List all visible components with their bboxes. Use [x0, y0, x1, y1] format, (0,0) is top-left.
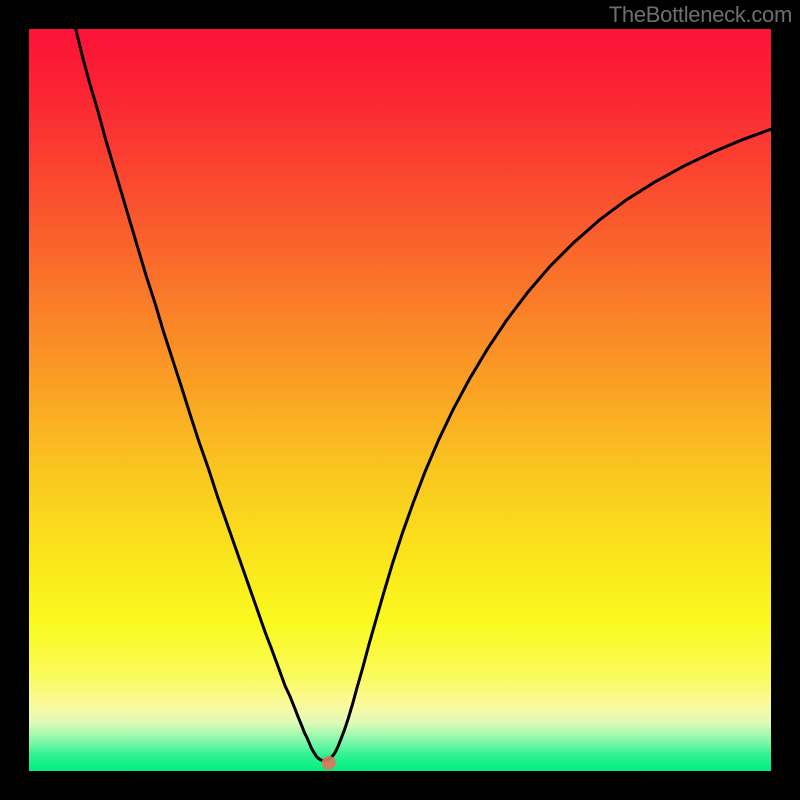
- chart-container: TheBottleneck.com: [0, 0, 800, 800]
- bottleneck-curve: [29, 29, 771, 771]
- minimum-marker-dot: [322, 756, 336, 770]
- plot-area: [29, 29, 771, 771]
- watermark-label: TheBottleneck.com: [609, 2, 792, 28]
